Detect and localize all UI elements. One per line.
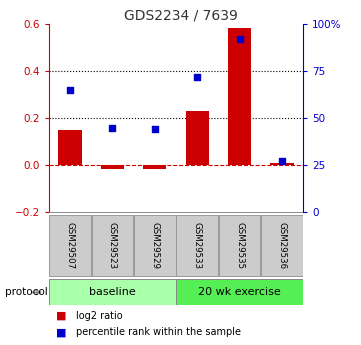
Bar xyxy=(228,28,251,165)
Bar xyxy=(101,165,124,169)
Text: GSM29507: GSM29507 xyxy=(65,222,74,269)
Text: GSM29533: GSM29533 xyxy=(193,222,202,269)
Bar xyxy=(143,165,166,169)
Bar xyxy=(261,215,303,276)
Bar xyxy=(92,215,133,276)
Bar xyxy=(49,279,176,305)
Text: GSM29535: GSM29535 xyxy=(235,222,244,269)
Text: ■: ■ xyxy=(56,311,66,321)
Text: GDS2234 / 7639: GDS2234 / 7639 xyxy=(123,9,238,23)
Bar xyxy=(134,215,175,276)
Text: GSM29523: GSM29523 xyxy=(108,222,117,269)
Text: ■: ■ xyxy=(56,327,66,337)
Bar xyxy=(177,215,218,276)
Point xyxy=(237,37,243,42)
Point xyxy=(67,87,73,93)
Text: baseline: baseline xyxy=(89,287,136,297)
Point xyxy=(109,125,115,130)
Bar xyxy=(270,163,294,165)
Bar xyxy=(176,279,303,305)
Point xyxy=(279,159,285,164)
Text: GSM29536: GSM29536 xyxy=(278,222,287,269)
Point xyxy=(194,74,200,80)
Point xyxy=(152,127,158,132)
Bar xyxy=(186,111,209,165)
Text: protocol: protocol xyxy=(5,287,48,297)
Bar xyxy=(49,215,91,276)
Text: percentile rank within the sample: percentile rank within the sample xyxy=(76,327,241,337)
Bar xyxy=(58,130,82,165)
Bar xyxy=(219,215,260,276)
Text: 20 wk exercise: 20 wk exercise xyxy=(198,287,281,297)
Text: log2 ratio: log2 ratio xyxy=(76,311,122,321)
Text: GSM29529: GSM29529 xyxy=(150,222,159,269)
